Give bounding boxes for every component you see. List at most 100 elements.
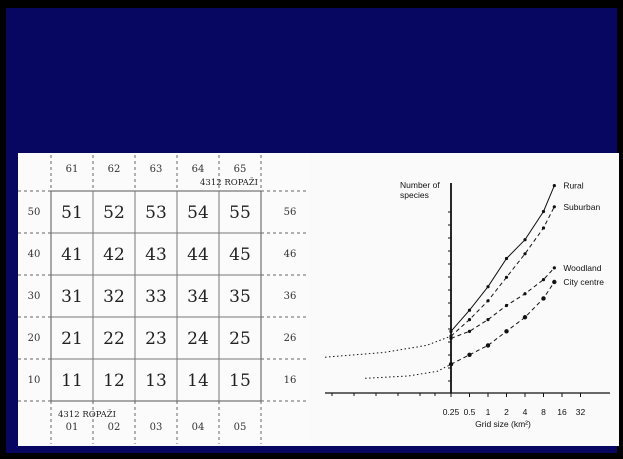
data-point [523,252,527,256]
grid-cell-label: 32 [103,287,125,307]
data-point [552,184,556,188]
data-point [486,299,490,303]
grid-top-label: 61 [66,164,79,175]
grid-cell-label: 23 [145,329,167,349]
series-label: City centre [563,277,604,287]
grid-left-label: 20 [28,333,41,344]
data-point [449,336,453,340]
data-point [541,296,546,301]
sheet-label-top: 4312 ROPAŽI [200,176,258,188]
data-point [449,334,453,338]
grid-cell-label: 12 [103,371,125,391]
grid-left-label: 10 [28,375,41,386]
y-axis-label-line1: Number of [400,180,440,190]
grid-top-label: 65 [234,164,247,175]
data-point [467,352,472,358]
x-tick-label: 16 [557,407,567,417]
extrapolation-curve [324,335,452,358]
atlas-grid-svg: 51 52 53 54 55 41 42 43 44 45 31 32 33 34 35 21 22 23 24 25… [18,155,308,444]
grid-top-label: 63 [150,164,163,175]
data-point [504,303,509,308]
grid-cell-label: 31 [61,287,83,307]
grid-left-label: 40 [28,249,41,260]
x-tick-label: 0.5 [464,407,476,417]
data-point [485,343,491,348]
data-point [467,329,472,333]
grid-top-label: 64 [192,164,205,175]
x-tick-label: 8 [541,407,546,417]
x-tick-label: 1 [486,407,491,417]
data-point [467,318,472,322]
grid-bottom-label: 03 [150,422,163,433]
series-label: Suburban [563,202,600,212]
grid-cell-label: 45 [229,245,251,265]
grid-cell-label: 35 [229,287,251,307]
data-point [552,279,557,285]
data-point [523,292,527,296]
slide-content-area: 51 52 53 54 55 41 42 43 44 45 31 32 33 34 35 21 22 23 24 25… [18,153,619,446]
series-line-rural [450,185,555,332]
data-point [541,278,546,282]
grid-bottom-label: 04 [192,422,205,433]
data-point [449,329,453,333]
grid-cell-label: 43 [145,245,167,265]
grid-cell-label: 11 [61,371,83,391]
x-tick-label: 4 [523,407,528,417]
grid-cell-label: 14 [187,371,209,391]
grid-cell-label: 15 [229,371,251,391]
grid-right-label: 36 [284,291,297,302]
data-point [504,275,509,279]
grid-cell-label: 42 [103,245,125,265]
grid-cell-label: 55 [229,203,251,223]
grid-cell-label: 54 [187,203,209,223]
grid-cell-label: 22 [103,329,125,349]
extrapolation-curve [365,363,452,379]
data-point [541,226,546,230]
grid-cell-label: 41 [61,245,83,265]
grid-cell-label: 21 [61,329,83,349]
series-label: Rural [563,181,583,191]
grid-cell-label: 13 [145,371,167,391]
grid-bottom-label: 05 [234,422,247,433]
data-point [552,266,556,270]
grid-cell-label: 24 [187,329,209,349]
data-point [486,318,490,322]
grid-left-label: 30 [28,291,41,302]
data-point [522,315,528,320]
grid-left-label: 50 [28,207,41,218]
grid-cell-label: 34 [187,287,209,307]
series-line-suburban [450,206,555,337]
species-area-chart: 0.25 0.5 1 2 4 8 16 32 Number of species Grid size… [310,153,619,446]
grid-right-label: 26 [284,333,297,344]
grid-cell-label: 25 [229,329,251,349]
x-tick-label: 0.25 [443,407,460,417]
atlas-grid-map: 51 52 53 54 55 41 42 43 44 45 31 32 33 34 35 21 22 23 24 25… [18,153,310,446]
presentation-slide: 51 52 53 54 55 41 42 43 44 45 31 32 33 34 35 21 22 23 24 25… [6,8,619,453]
grid-cell-label: 33 [145,287,167,307]
grid-bottom-label: 02 [108,422,121,433]
grid-right-label: 46 [284,249,297,260]
data-point [504,329,509,334]
series-line-city-centre [450,281,555,365]
data-point [467,308,472,312]
grid-frame [50,190,262,402]
grid-bottom-label: 01 [66,422,79,433]
grid-top-label: 62 [108,164,121,175]
grid-cell-label: 53 [145,203,167,223]
data-point [523,238,527,242]
y-axis-label-line2: species [400,190,429,200]
data-point [504,256,509,261]
data-point [541,209,546,214]
series-label: Woodland [563,263,601,273]
grid-cell-label: 51 [61,203,83,223]
grid-right-label: 16 [284,375,297,386]
x-axis-label: Grid size (km²) [475,419,531,429]
sheet-label-bottom: 4312 ROPAŽI [58,408,116,420]
grid-cell-label: 52 [103,203,125,223]
grid-right-label: 56 [284,207,297,218]
data-point [448,362,454,367]
grid-cell-label: 44 [187,245,209,265]
data-point [552,205,556,209]
x-tick-label: 32 [576,407,586,417]
